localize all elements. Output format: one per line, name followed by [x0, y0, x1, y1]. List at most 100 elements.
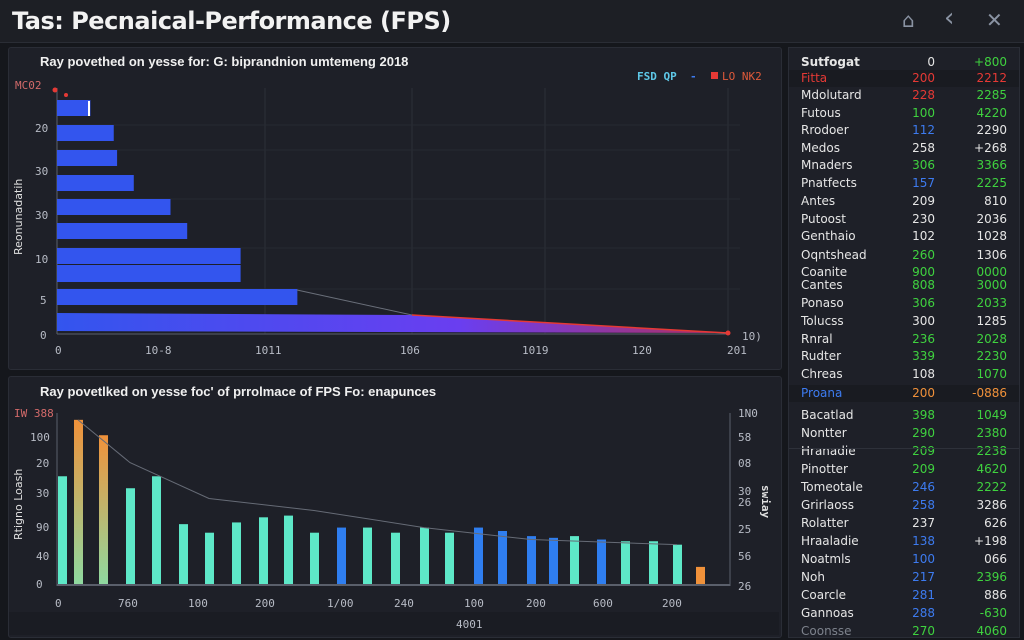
table-row[interactable]: Putoost 230 2036 [789, 211, 1019, 228]
table-row[interactable]: Nontter 290 2380 [789, 425, 1019, 442]
row-value-b: 4220 [976, 106, 1007, 120]
bottom-x-tick: 1/00 [327, 597, 354, 610]
row-value-b: 2396 [976, 570, 1007, 584]
top-x-tick: 120 [632, 344, 652, 357]
row-value-a: 230 [912, 212, 935, 226]
close-icon[interactable]: ✕ [986, 8, 1003, 32]
row-value-b: 1285 [976, 314, 1007, 328]
row-value-b: 2238 [976, 444, 1007, 458]
table-row[interactable]: Medos 258 +268 [789, 140, 1019, 157]
home-icon[interactable]: ⌂ [902, 8, 915, 32]
bar [58, 476, 67, 584]
row-value-a: 100 [912, 552, 935, 566]
table-row[interactable]: Chreas 108 1070 [789, 366, 1019, 383]
table-row[interactable]: Cantes 808 3000 [789, 277, 1019, 294]
table-row[interactable]: Rnral 236 2028 [789, 331, 1019, 348]
table-row[interactable]: Grirlaoss 258 3286 [789, 497, 1019, 514]
bottom-y2-axis-label: swiay [759, 485, 772, 518]
row-label: Sutfogat [801, 55, 860, 69]
bar [649, 541, 658, 584]
row-value-b: 066 [984, 552, 1007, 566]
table-row[interactable]: Tomeotale 246 2222 [789, 479, 1019, 496]
table-row[interactable]: Coanite 900 0000 [789, 264, 1019, 281]
table-row[interactable]: Coarcle 281 886 [789, 587, 1019, 604]
row-value-a: 288 [912, 606, 935, 620]
table-row[interactable]: Ponaso 306 2033 [789, 295, 1019, 312]
back-chevron-icon[interactable]: ‹ [944, 3, 955, 33]
row-value-a: 246 [912, 480, 935, 494]
bottom-y-tick: 40 [36, 550, 49, 563]
table-row[interactable]: Fitta 200 2212 [789, 70, 1019, 87]
table-row[interactable]: Pinotter 209 4620 [789, 461, 1019, 478]
row-value-b: 2222 [976, 480, 1007, 494]
top-y-tick: 5 [40, 294, 47, 307]
row-label: Tolucss [801, 314, 844, 328]
table-divider [789, 448, 1019, 449]
row-value-b: 2230 [976, 349, 1007, 363]
row-value-b: 2212 [976, 71, 1007, 85]
table-row[interactable]: Antes 209 810 [789, 193, 1019, 210]
window-title: Tas: Pecnaical-Performance (FPS) [12, 7, 451, 35]
bar [99, 435, 108, 584]
row-value-a: 100 [912, 106, 935, 120]
row-value-a: 138 [912, 534, 935, 548]
row-label: Nontter [801, 426, 847, 440]
bar [57, 175, 134, 191]
bar [445, 532, 454, 584]
table-row[interactable]: Sutfogat 0 +800 [789, 54, 1019, 71]
bar [570, 536, 579, 584]
bar [205, 532, 214, 584]
table-row[interactable]: Rudter 339 2230 [789, 348, 1019, 365]
row-label: Coonsse [801, 624, 852, 638]
row-value-a: 306 [912, 158, 935, 172]
bottom-y2-tick: 56 [738, 550, 751, 563]
bottom-x-tick: 100 [464, 597, 484, 610]
table-row[interactable]: Gannoas 288 -630 [789, 605, 1019, 622]
table-row[interactable]: Hranadie 209 2238 [789, 443, 1019, 460]
row-value-a: 281 [912, 588, 935, 602]
row-value-b: 810 [984, 194, 1007, 208]
bottom-x-tick: 100 [188, 597, 208, 610]
top-x-tick: 1011 [255, 344, 282, 357]
row-value-a: 157 [912, 176, 935, 190]
table-row[interactable]: Oqntshead 260 1306 [789, 247, 1019, 264]
row-label: Futous [801, 106, 841, 120]
row-label: Putoost [801, 212, 846, 226]
row-label: Gannoas [801, 606, 854, 620]
row-value-b: 2290 [976, 123, 1007, 137]
bar [621, 541, 630, 584]
row-value-b: 1049 [976, 408, 1007, 422]
bar [527, 536, 536, 584]
bar [597, 539, 606, 584]
row-value-b: 2028 [976, 332, 1007, 346]
legend-item-dash: - [690, 70, 697, 83]
table-row[interactable]: Proana 200 -0886 [789, 385, 1019, 402]
table-row[interactable]: Pnatfects 157 2225 [789, 175, 1019, 192]
row-value-a: 0 [927, 55, 935, 69]
table-row[interactable]: Hraaladie 138 +198 [789, 533, 1019, 550]
table-row[interactable]: Mnaders 306 3366 [789, 157, 1019, 174]
table-row[interactable]: Coonsse 270 4060 [789, 623, 1019, 640]
table-row[interactable]: Mdolutard 228 2285 [789, 87, 1019, 104]
table-row[interactable]: Genthaio 102 1028 [789, 228, 1019, 245]
bottom-y2-tick: 30 [738, 485, 751, 498]
table-row[interactable]: Noh 217 2396 [789, 569, 1019, 586]
bottom-y2-tick: 26 [738, 496, 751, 509]
row-label: Coarcle [801, 588, 847, 602]
bottom-y2-tick: 25 [738, 523, 751, 536]
row-value-b: 2285 [976, 88, 1007, 102]
table-row[interactable]: Rrodoer 112 2290 [789, 122, 1019, 139]
row-value-b: +198 [974, 534, 1007, 548]
row-label: Mdolutard [801, 88, 862, 102]
legend-item-lo: LO NK2 [722, 70, 762, 83]
row-value-a: 270 [912, 624, 935, 638]
table-row[interactable]: Noatmls 100 066 [789, 551, 1019, 568]
bar [696, 566, 705, 584]
legend-swatch-red [711, 72, 718, 79]
bar [57, 289, 298, 305]
bar [337, 527, 346, 584]
table-row[interactable]: Bacatlad 398 1049 [789, 407, 1019, 424]
table-row[interactable]: Tolucss 300 1285 [789, 313, 1019, 330]
table-row[interactable]: Futous 100 4220 [789, 105, 1019, 122]
table-row[interactable]: Rolatter 237 626 [789, 515, 1019, 532]
